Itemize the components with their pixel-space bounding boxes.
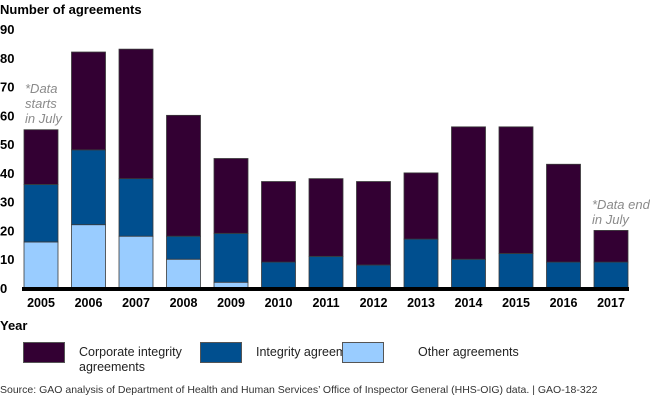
- bar-segment-integrity-agreements: [403, 238, 439, 289]
- x-axis-title: Year: [0, 318, 27, 333]
- annotation-text: *Data: [25, 81, 58, 96]
- bar-segment-corporate-integrity-agreements: [213, 158, 249, 234]
- bar-group-2016: [546, 163, 581, 289]
- x-tick-label: 2014: [455, 296, 483, 310]
- x-tick-label: 2017: [597, 296, 625, 310]
- bar-segment-corporate-integrity-agreements: [498, 126, 534, 254]
- y-tick-label: 90: [0, 22, 14, 37]
- x-tick-label: 2005: [27, 296, 55, 310]
- x-tick-label: 2008: [170, 296, 198, 310]
- legend-swatch-other: [342, 342, 384, 363]
- bar-segment-corporate-integrity-agreements: [71, 51, 106, 151]
- bar-segment-corporate-integrity-agreements: [118, 48, 154, 180]
- legend-label-integrity: Integrity agreements: [256, 345, 370, 359]
- bar-group-2008: [166, 114, 201, 289]
- bar-group-2007: [118, 48, 154, 289]
- legend: Corporate integrity agreements Integrity…: [23, 342, 643, 374]
- bar-group-2011: [308, 178, 344, 289]
- annotation-text: in July: [592, 212, 630, 227]
- bars: [23, 48, 629, 289]
- y-tick-label: 70: [0, 80, 14, 95]
- x-tick-labels: 2005 2006 2007 2008 2009 2010 2011 2012 2013 2014…: [27, 296, 625, 310]
- legend-label-corporate: Corporate integrity agreements: [79, 345, 182, 374]
- x-tick-label: 2009: [217, 296, 245, 310]
- source-note: Source: GAO analysis of Department of He…: [0, 384, 598, 396]
- bar-segment-corporate-integrity-agreements: [23, 129, 59, 185]
- legend-item-other: Other agreements: [342, 342, 578, 363]
- bar-segment-corporate-integrity-agreements: [166, 114, 201, 237]
- bar-group-2010: [261, 181, 296, 289]
- annotation-text: starts: [25, 96, 57, 111]
- y-tick-label: 60: [0, 108, 14, 123]
- bar-segment-other-agreements: [23, 241, 59, 289]
- bar-segment-integrity-agreements: [451, 258, 486, 289]
- x-tick-label: 2010: [265, 296, 293, 310]
- legend-label-other: Other agreements: [418, 345, 519, 359]
- x-tick-label: 2013: [407, 296, 435, 310]
- bar-segment-integrity-agreements: [308, 255, 344, 289]
- bar-group-2005: [23, 129, 59, 289]
- y-tick-label: 40: [0, 166, 14, 181]
- bar-group-2014: [451, 126, 486, 289]
- legend-swatch-corporate: [23, 342, 65, 363]
- bar-segment-other-agreements: [166, 258, 201, 289]
- bar-group-2017: [593, 230, 629, 289]
- bar-segment-integrity-agreements: [118, 178, 154, 237]
- bar-group-2006: [71, 51, 106, 289]
- legend-item-corporate: Corporate integrity agreements: [23, 342, 199, 375]
- x-tick-label: 2012: [360, 296, 388, 310]
- bar-segment-corporate-integrity-agreements: [261, 181, 296, 263]
- bar-segment-corporate-integrity-agreements: [546, 163, 581, 263]
- bar-segment-integrity-agreements: [356, 264, 391, 289]
- bar-segment-integrity-agreements: [166, 235, 201, 260]
- x-tick-label: 2007: [122, 296, 150, 310]
- y-tick-label: 30: [0, 195, 14, 210]
- bar-segment-corporate-integrity-agreements: [593, 230, 629, 263]
- bar-segment-corporate-integrity-agreements: [403, 172, 439, 240]
- bar-segment-other-agreements: [118, 235, 154, 289]
- x-tick-label: 2016: [550, 296, 578, 310]
- y-tick-label: 10: [0, 252, 14, 267]
- bar-segment-corporate-integrity-agreements: [356, 181, 391, 266]
- annotation-text: in July: [25, 111, 63, 126]
- bar-group-2015: [498, 126, 534, 289]
- bar-segment-integrity-agreements: [23, 183, 59, 243]
- bar-group-2013: [403, 172, 439, 289]
- stacked-bar-chart: Number of agreements 0 10 20 30 40 50 60 70 80 90…: [0, 2, 650, 333]
- bar-segment-corporate-integrity-agreements: [451, 126, 486, 260]
- bar-group-2009: [213, 158, 249, 289]
- y-axis-title: Number of agreements: [0, 2, 142, 17]
- bar-segment-other-agreements: [71, 224, 106, 289]
- y-tick-label: 80: [0, 51, 14, 66]
- x-tick-label: 2011: [312, 296, 339, 310]
- y-tick-label: 20: [0, 223, 14, 238]
- bar-segment-integrity-agreements: [546, 261, 581, 289]
- annotation-text: *Data ends: [592, 197, 650, 212]
- bar-segment-corporate-integrity-agreements: [308, 178, 344, 257]
- x-tick-label: 2015: [502, 296, 530, 310]
- bar-segment-integrity-agreements: [71, 149, 106, 226]
- bar-segment-integrity-agreements: [498, 253, 534, 289]
- bar-segment-integrity-agreements: [213, 232, 249, 283]
- bar-segment-integrity-agreements: [593, 261, 629, 289]
- y-tick-label: 50: [0, 137, 14, 152]
- legend-item-integrity: Integrity agreements: [200, 342, 416, 363]
- x-tick-label: 2006: [75, 296, 103, 310]
- y-tick-label: 0: [0, 281, 7, 296]
- bar-group-2012: [356, 181, 391, 289]
- y-tick-labels: 0 10 20 30 40 50 60 70 80 90: [0, 22, 14, 296]
- bar-segment-integrity-agreements: [261, 261, 296, 289]
- legend-swatch-integrity: [200, 342, 242, 363]
